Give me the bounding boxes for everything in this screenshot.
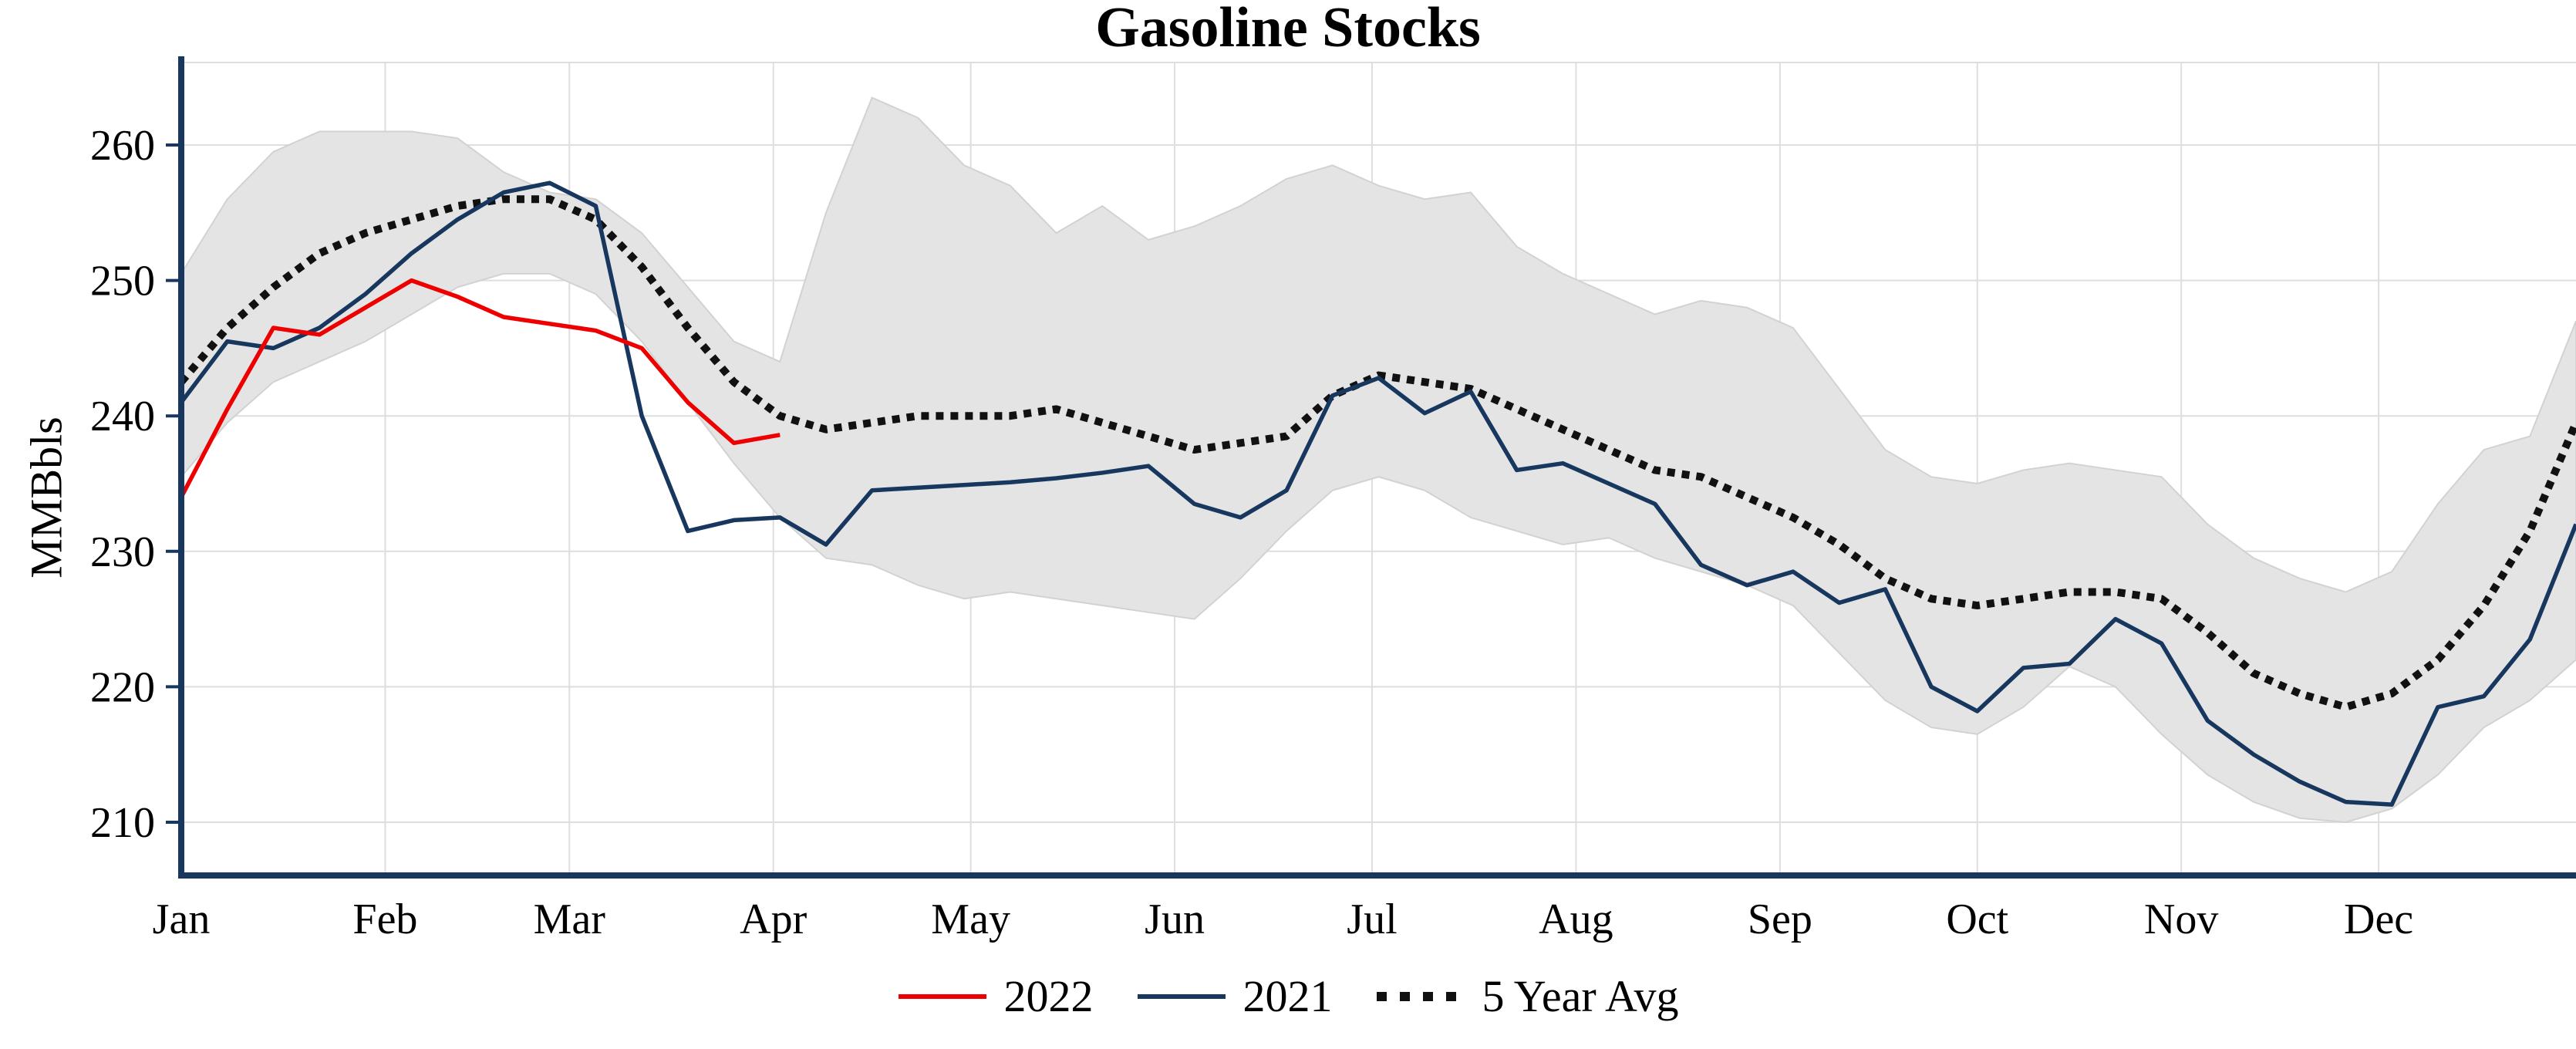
legend-sample-dotted-line xyxy=(1377,991,1465,1001)
x-tick-label-sep: Sep xyxy=(1748,896,1812,943)
x-tick-label-nov: Nov xyxy=(2144,896,2218,943)
series-line-2022 xyxy=(179,278,781,498)
legend-label: 2021 xyxy=(1242,971,1333,1021)
legend-item-5-year-avg: 5 Year Avg xyxy=(1375,970,1679,1022)
series-line-2021 xyxy=(179,180,2576,807)
legend-item-2021: 2021 xyxy=(1136,970,1332,1022)
y-tick-label: 260 xyxy=(90,122,155,170)
five-year-range-band xyxy=(180,96,2576,824)
y-tick-label: 210 xyxy=(90,799,155,847)
x-tick-label-jul: Jul xyxy=(1347,896,1397,943)
y-tick-label: 220 xyxy=(90,663,155,711)
legend-label: 2022 xyxy=(1003,971,1094,1021)
x-tick-label-mar: Mar xyxy=(534,896,606,943)
x-tick-label-aug: Aug xyxy=(1539,896,1613,943)
y-tick-label: 230 xyxy=(90,528,155,576)
legend: 2022 2021 5 Year Avg xyxy=(0,970,2576,1022)
chart-title: Gasoline Stocks xyxy=(1095,0,1481,59)
legend-item-2022: 2022 xyxy=(897,970,1093,1022)
legend-sample-line xyxy=(1138,993,1226,999)
x-tick-label-may: May xyxy=(931,896,1010,943)
x-tick-label-feb: Feb xyxy=(352,896,417,943)
x-tick-label-dec: Dec xyxy=(2344,896,2413,943)
legend-label: 5 Year Avg xyxy=(1482,971,1679,1021)
x-tick-label-oct: Oct xyxy=(1946,896,2008,943)
y-axis-label: MMBbls xyxy=(21,417,72,578)
x-tick-label-apr: Apr xyxy=(740,896,807,943)
legend-sample-line xyxy=(899,993,987,999)
x-tick-label-jun: Jun xyxy=(1145,896,1205,943)
series-line-5-year-avg xyxy=(178,195,2576,711)
y-tick-label: 250 xyxy=(90,258,155,305)
y-tick-label: 240 xyxy=(90,393,155,440)
x-tick-label-jan: Jan xyxy=(153,896,211,943)
